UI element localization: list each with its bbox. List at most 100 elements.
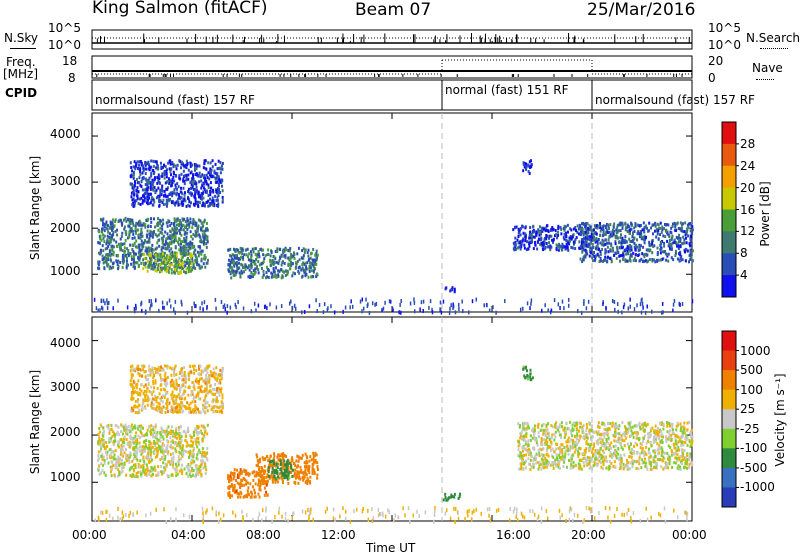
data-cell — [166, 205, 168, 208]
data-cell — [536, 247, 538, 250]
data-cell — [461, 300, 463, 304]
data-cell — [139, 220, 141, 223]
data-cell — [103, 299, 105, 303]
data-cell — [111, 467, 113, 470]
data-cell — [154, 451, 156, 454]
data-cell — [527, 247, 529, 250]
data-cell — [207, 409, 209, 412]
data-cell — [142, 267, 144, 270]
data-cell — [137, 379, 139, 382]
data-cell — [103, 471, 105, 474]
data-cell — [462, 309, 464, 313]
data-cell — [540, 238, 542, 241]
data-cell — [172, 459, 174, 462]
data-cell — [135, 384, 137, 387]
data-cell — [624, 222, 626, 225]
data-cell — [132, 244, 134, 247]
data-cell — [534, 236, 536, 239]
data-cell — [178, 193, 180, 196]
data-cell — [186, 401, 188, 404]
data-cell — [206, 432, 208, 435]
data-cell — [604, 256, 606, 259]
data-cell — [146, 168, 148, 171]
data-cell — [625, 253, 627, 256]
data-cell — [609, 231, 611, 234]
data-cell — [529, 226, 531, 229]
data-cell — [670, 245, 672, 248]
data-cell — [660, 248, 662, 251]
data-cell — [280, 268, 282, 271]
data-cell — [174, 264, 176, 267]
data-cell — [166, 427, 168, 430]
data-cell — [137, 228, 139, 231]
data-cell — [658, 259, 660, 262]
data-cell — [632, 252, 634, 255]
data-cell — [376, 302, 378, 306]
data-cell — [171, 393, 173, 396]
data-cell — [133, 252, 135, 255]
data-cell — [555, 229, 557, 232]
data-cell — [155, 400, 157, 403]
data-cell — [155, 397, 157, 400]
data-cell — [171, 263, 173, 266]
data-cell — [194, 475, 196, 478]
data-cell — [159, 432, 161, 435]
data-cell — [110, 437, 112, 440]
data-cell — [212, 196, 214, 199]
data-cell — [586, 234, 588, 237]
data-cell — [360, 300, 362, 304]
data-cell — [109, 454, 111, 457]
data-cell — [140, 424, 142, 427]
data-cell — [218, 391, 220, 394]
data-cell — [619, 236, 621, 239]
data-cell — [301, 249, 303, 252]
data-cell — [572, 236, 574, 239]
data-cell — [100, 423, 102, 426]
data-cell — [183, 374, 185, 377]
data-cell — [195, 443, 197, 446]
data-cell — [164, 364, 166, 367]
data-cell — [125, 448, 127, 451]
data-cell — [138, 233, 140, 236]
data-cell — [165, 247, 167, 250]
data-cell — [132, 187, 134, 190]
data-cell — [642, 228, 644, 231]
data-cell — [692, 249, 694, 252]
data-cell — [120, 242, 122, 245]
data-cell — [647, 230, 649, 233]
data-cell — [124, 451, 126, 454]
data-cell — [273, 269, 275, 272]
data-cell — [281, 255, 283, 258]
data-cell — [304, 251, 306, 254]
data-cell — [202, 447, 204, 450]
data-cell — [580, 245, 582, 248]
data-cell — [646, 305, 648, 309]
data-cell — [200, 175, 202, 178]
data-cell — [253, 247, 255, 250]
data-cell — [288, 263, 290, 266]
data-cell — [285, 274, 287, 277]
data-cell — [154, 176, 156, 179]
data-cell — [119, 438, 121, 441]
data-cell — [107, 462, 109, 465]
data-cell — [621, 227, 623, 230]
data-cell — [551, 239, 553, 242]
data-cell — [128, 236, 130, 239]
data-cell — [204, 254, 206, 257]
data-cell — [185, 435, 187, 438]
data-cell — [221, 185, 223, 188]
data-cell — [191, 164, 193, 167]
data-cell — [120, 238, 122, 241]
data-cell — [298, 272, 300, 275]
data-cell — [159, 440, 161, 443]
data-cell — [197, 386, 199, 389]
data-cell — [158, 181, 160, 184]
data-cell — [218, 167, 220, 170]
data-cell — [574, 247, 576, 250]
data-cell — [641, 252, 643, 255]
data-cell — [184, 371, 186, 374]
data-cell — [188, 267, 190, 270]
data-cell — [589, 247, 591, 250]
data-cell — [194, 194, 196, 197]
data-cell — [130, 166, 132, 169]
